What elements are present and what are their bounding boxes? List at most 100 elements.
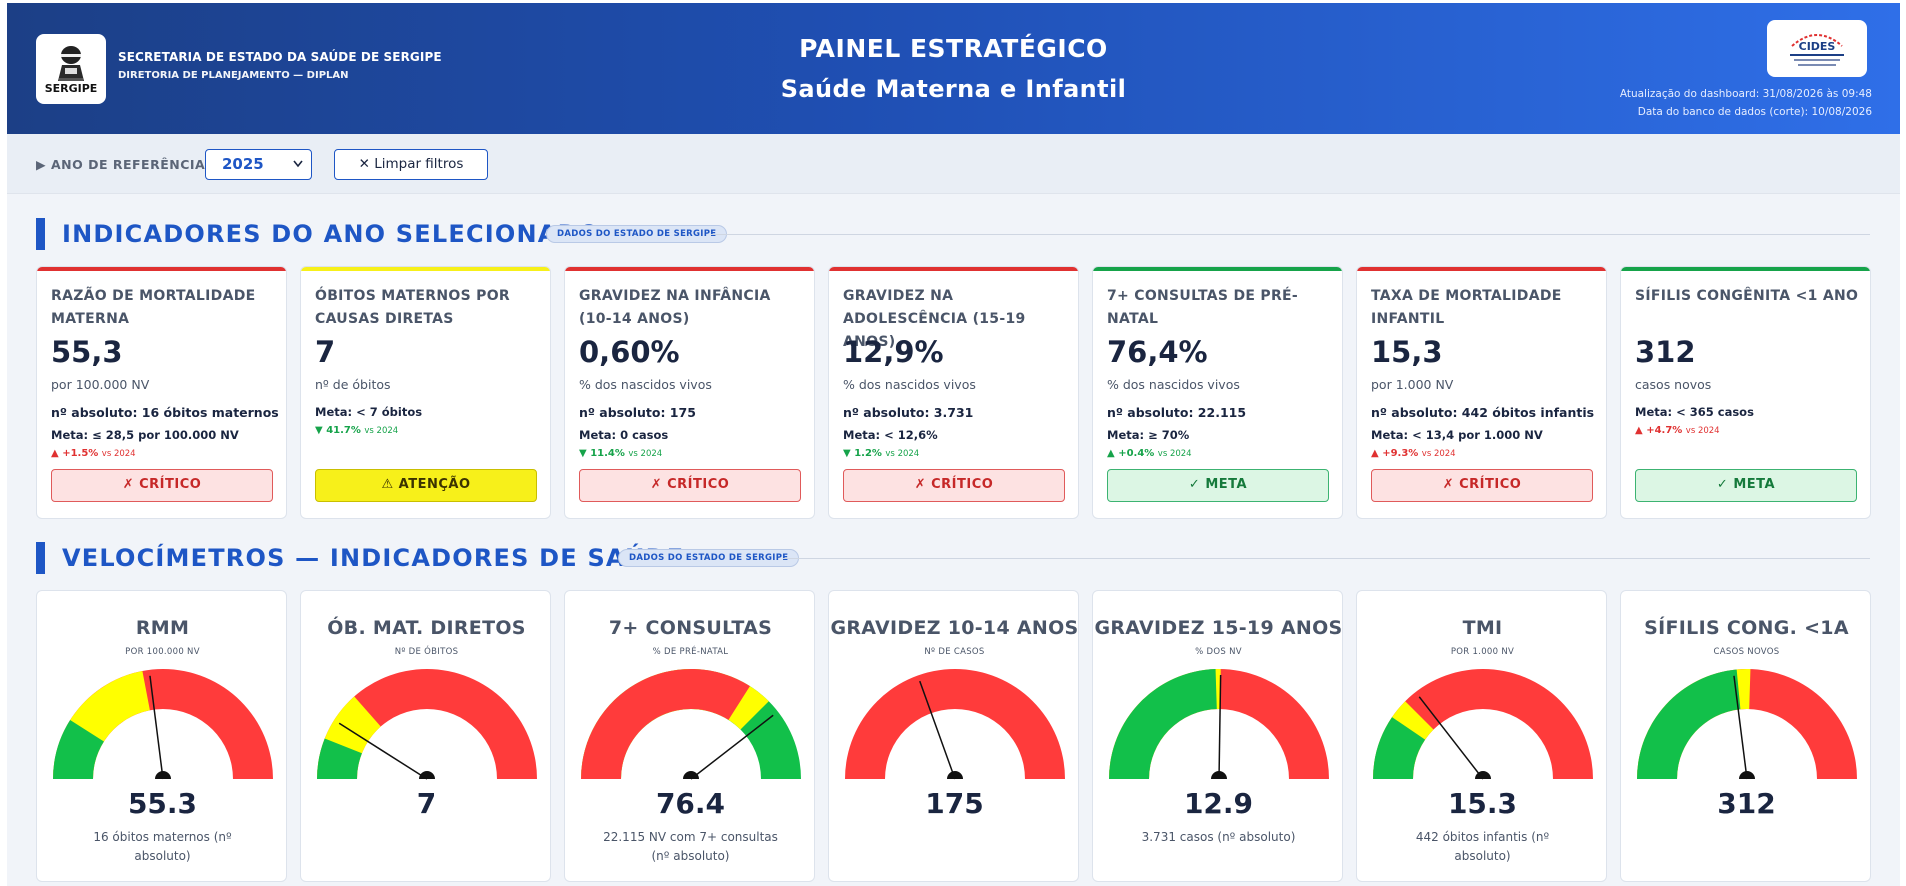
kpi-target: Meta: < 12,6%: [843, 428, 938, 442]
gauge-unit: CASOS NOVOS: [1713, 647, 1780, 657]
section-indicators-pill: DADOS DO ESTADO DE SERGIPE: [546, 225, 728, 243]
kpi-absolute: nº absoluto: 3.731: [843, 405, 974, 420]
gauge-needle: [1733, 675, 1748, 780]
update-db-text: Data do banco de dados (corte): 10/08/20…: [1637, 106, 1872, 118]
clear-filters-button[interactable]: ✕ Limpar filtros: [334, 149, 488, 180]
section-indicators-header: INDICADORES DO ANO SELECIONADO DADOS DO …: [36, 218, 1870, 250]
org-subtitle: DIRETORIA DE PLANEJAMENTO — DIPLAN: [118, 70, 349, 81]
kpi-title: RAZÃO DE MORTALIDADE MATERNA: [51, 288, 256, 327]
cides-logo-text: CIDES: [1799, 40, 1836, 53]
kpi-card: GRAVIDEZ NA ADOLESCÊNCIA (15-19 ANOS) 12…: [828, 266, 1079, 519]
kpi-absolute: nº absoluto: 16 óbitos maternos: [51, 405, 279, 420]
org-block: SECRETARIA DE ESTADO DA SAÚDE DE SERGIPE…: [118, 50, 442, 81]
kpi-variation: ▼ 41.7% vs 2024: [315, 425, 398, 436]
gauge-band-green: [53, 720, 104, 779]
gauge-speedometer: [317, 669, 537, 780]
kpi-status-strip: [1621, 267, 1870, 271]
kpi-card: 7+ CONSULTAS DE PRÉ-NATAL 76,4% % dos na…: [1092, 266, 1343, 519]
kpi-title: 7+ CONSULTAS DE PRÉ-NATAL: [1107, 288, 1299, 327]
kpi-unit: % dos nascidos vivos: [579, 377, 712, 392]
kpi-unit: casos novos: [1635, 377, 1712, 392]
kpi-status-strip: [37, 267, 286, 271]
gauge-speedometer: [581, 669, 801, 780]
variation-reference: vs 2024: [1421, 449, 1456, 459]
gauge-value: 12.9: [1183, 787, 1254, 820]
page-subtitle: Saúde Materna e Infantil: [780, 75, 1127, 103]
kpi-value: 312: [1635, 335, 1696, 369]
kpi-target: Meta: < 365 casos: [1635, 405, 1754, 419]
gauge-speedometer: [53, 669, 273, 780]
gauge-value: 312: [1717, 787, 1776, 820]
variation-reference: vs 2024: [364, 426, 399, 436]
section-divider: [783, 558, 1870, 559]
kpi-status-strip: [1357, 267, 1606, 271]
chevron-down-icon: [293, 160, 303, 168]
gauge-note: 22.115 NV com 7+ consultas (nº absoluto): [603, 830, 778, 863]
variation-arrow-icon: ▲: [1635, 425, 1643, 436]
kpi-card: GRAVIDEZ NA INFÂNCIA (10-14 ANOS) 0,60% …: [564, 266, 815, 519]
dashboard-root: SERGIPE SECRETARIA DE ESTADO DA SAÚDE DE…: [7, 3, 1900, 886]
variation-value: 1.2%: [854, 448, 882, 459]
kpi-title: GRAVIDEZ NA INFÂNCIA (10-14 ANOS): [579, 288, 771, 327]
update-info: Atualização do dashboard: 31/08/2026 às …: [1620, 85, 1872, 121]
variation-reference: vs 2024: [1157, 449, 1192, 459]
gauge-speedometer: [1637, 669, 1857, 780]
gauge-hub: [947, 771, 963, 779]
gauge-value: 7: [416, 787, 437, 820]
year-filter-label: ▶ ANO DE REFERÊNCIA: [36, 157, 206, 172]
gauge-title: SÍFILIS CONG. <1A: [1644, 617, 1849, 639]
page-title: PAINEL ESTRATÉGICO: [799, 34, 1108, 63]
kpi-status-badge: ✓ META: [1107, 469, 1329, 502]
gauge-band-green: [1109, 669, 1217, 779]
section-accent-bar: [36, 542, 45, 574]
variation-value: +0.4%: [1118, 448, 1155, 459]
kpi-value: 76,4%: [1107, 335, 1208, 369]
kpi-target: Meta: 0 casos: [579, 428, 669, 442]
gauge-needle: [690, 714, 774, 780]
gauge-value: 15.3: [1447, 787, 1518, 820]
kpi-value: 7: [315, 335, 336, 369]
gauge-card: TMI POR 1.000 NV 15.3 442 óbitos infanti…: [1356, 590, 1607, 882]
section-accent-bar: [36, 218, 45, 250]
gauge-band-red: [317, 669, 537, 779]
gauge-unit: Nº DE CASOS: [924, 647, 985, 657]
gauge-card: ÓB. MAT. DIRETOS Nº DE ÓBITOS 7: [300, 590, 551, 882]
kpi-value: 15,3: [1371, 335, 1443, 369]
year-select[interactable]: 2025: [205, 149, 312, 180]
gauge-band-red: [581, 669, 750, 779]
variation-arrow-icon: ▲: [51, 448, 59, 459]
gauge-hub: [1211, 771, 1227, 779]
kpi-variation: ▲ +4.7% vs 2024: [1635, 425, 1720, 436]
kpi-unit: nº de óbitos: [315, 377, 391, 392]
kpi-card: RAZÃO DE MORTALIDADE MATERNA 55,3 por 10…: [36, 266, 287, 519]
kpi-title: SÍFILIS CONGÊNITA <1 ANO: [1635, 288, 1859, 304]
gauge-value: 76.4: [655, 787, 726, 820]
gauge-card: GRAVIDEZ 10-14 ANOS Nº DE CASOS 175: [828, 590, 1079, 882]
section-gauges-title: VELOCÍMETROS — INDICADORES DE SAÚDE: [62, 544, 685, 572]
logo-left-text: SERGIPE: [44, 81, 98, 95]
kpi-status-badge: ✓ META: [1635, 469, 1857, 502]
gauge-note: 442 óbitos infantis (nº absoluto): [1415, 830, 1550, 863]
kpi-variation: ▼ 1.2% vs 2024: [843, 448, 919, 459]
gauge-speedometer: [1373, 669, 1593, 780]
kpi-card: TAXA DE MORTALIDADE INFANTIL 15,3 por 1.…: [1356, 266, 1607, 519]
kpi-card: ÓBITOS MATERNOS POR CAUSAS DIRETAS 7 nº …: [300, 266, 551, 519]
gauge-title: RMM: [135, 617, 190, 639]
sergipe-logo: SERGIPE: [36, 34, 106, 104]
gauge-needle: [1418, 696, 1484, 780]
gauge-card: SÍFILIS CONG. <1A CASOS NOVOS 312: [1620, 590, 1871, 882]
kpi-status-badge: ✗ CRÍTICO: [51, 469, 273, 502]
gauge-unit: POR 1.000 NV: [1450, 647, 1515, 657]
gauge-hub: [155, 771, 171, 779]
gauge-band-green: [1637, 669, 1741, 779]
header-banner: SERGIPE SECRETARIA DE ESTADO DA SAÚDE DE…: [7, 3, 1900, 134]
kpi-target: Meta: < 13,4 por 1.000 NV: [1371, 428, 1543, 442]
kpi-status-badge: ✗ CRÍTICO: [1371, 469, 1593, 502]
kpi-target: Meta: ≥ 70%: [1107, 428, 1190, 442]
gauge-hub: [683, 771, 699, 779]
kpi-unit: por 1.000 NV: [1371, 377, 1454, 392]
kpi-status-badge: ⚠ ATENÇÃO: [315, 469, 537, 502]
section-gauges-pill: DADOS DO ESTADO DE SERGIPE: [618, 549, 800, 567]
variation-arrow-icon: ▼: [315, 425, 323, 436]
variation-value: +9.3%: [1382, 448, 1419, 459]
